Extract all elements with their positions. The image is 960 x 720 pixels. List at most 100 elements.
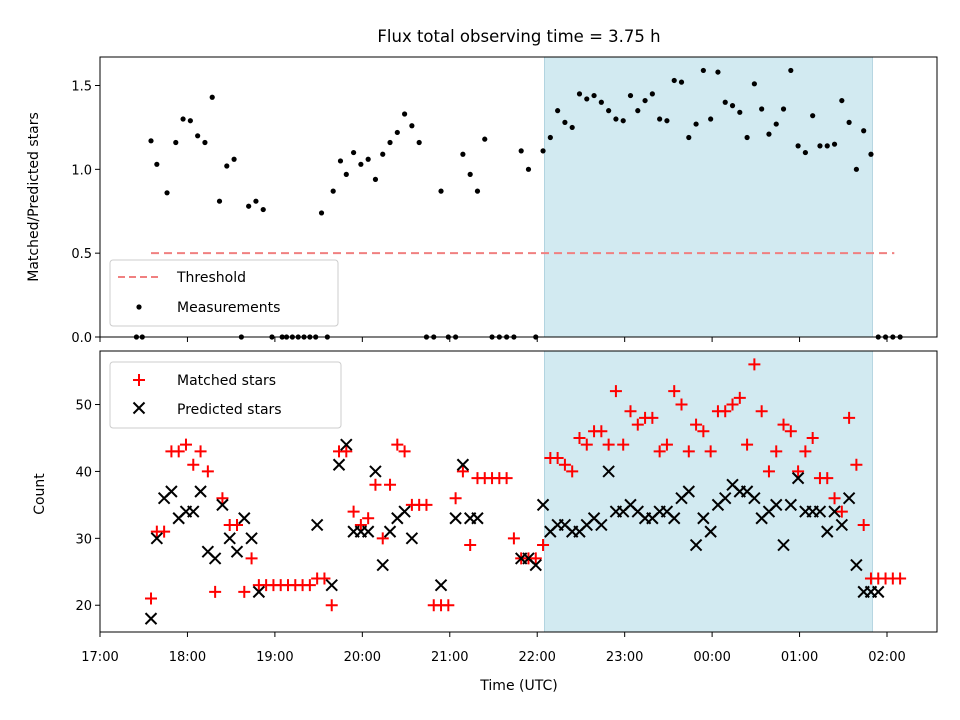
measurement-point [216,198,223,204]
x-tick-label: 02:00 [868,650,905,665]
matched-star-point [391,438,404,451]
matched-star-point [145,592,158,605]
top-y-tick-label: 0.0 [71,331,92,346]
matched-star-point [347,505,360,518]
matched-star-point [537,539,550,552]
measurement-point [831,141,838,147]
measurement-point [467,171,473,177]
top-axes-frame [99,56,938,338]
measurement-point [246,203,252,209]
matched-star-point [697,425,710,438]
measurement-point [401,111,408,117]
top-y-ticks: 0.0 0.5 1.0 1.5 [71,80,100,346]
matched-star-point [828,492,841,505]
matched-star-point [245,552,258,565]
measurement-point [839,97,845,104]
measurement-point [387,139,393,146]
matched-star-point [573,431,586,444]
bottom-y-tick-label: 40 [75,465,92,480]
matched-star-point [799,445,812,458]
measurement-point [744,134,750,141]
measurement-point [686,134,692,141]
matched-star-point [668,385,681,398]
top-y-axis-label: Matched/Predicted stars [26,112,42,282]
predicted-star-point [361,525,375,538]
measurement-point [766,131,772,137]
matched-star-point [741,438,754,451]
predicted-star-point [872,585,885,599]
matched-star-point [194,445,207,458]
measurement-point [584,96,590,102]
measurement-point [715,69,721,75]
measurement-point [788,67,794,74]
matched-star-point [362,512,375,525]
matched-star-point [398,445,411,458]
predicted-star-point [150,532,164,545]
matched-star-point [784,425,797,438]
matched-star-point [646,411,659,424]
measurement-point [649,91,655,97]
matched-star-point [835,505,848,518]
matched-star-point [566,465,579,478]
matched-star-point [456,465,469,478]
bottom-axes-frame [99,350,938,633]
matched-star-point [762,465,775,478]
matched-star-point [704,445,717,458]
x-tick-label: 21:00 [431,650,468,665]
top-legend-box [109,259,339,327]
measurement-point [868,151,874,157]
predicted-star-point [697,512,710,525]
predicted-star-point [828,505,841,518]
matched-star-point [340,445,353,458]
bottom-y-axis-label: Count [32,473,48,515]
predicted-star-point [719,491,732,505]
measurement-point [562,119,568,125]
measurements-legend-label: Measurements [177,300,280,316]
matched-star-point [158,525,171,538]
matched-star-point [682,445,695,458]
measurement-point [810,113,816,119]
measurement-point [576,91,583,97]
predicted-star-point [369,465,382,478]
predicted-star-point [777,538,790,552]
matched-star-point [303,579,316,592]
matched-star-point [354,518,367,531]
bottom-y-ticks: 20 30 40 50 [75,399,100,614]
matched-star-point [617,438,630,451]
x-tick-label: 20:00 [344,650,381,665]
measurement-point [330,188,336,194]
matched-star-point [179,438,192,451]
matched-star-point [172,445,185,458]
matched-star-point [806,431,819,444]
top-y-tick-label: 1.0 [71,163,92,178]
predicted-star-point [332,458,346,471]
matched-star-point [187,458,200,471]
matched-star-point [384,478,397,491]
measurement-point [380,151,386,157]
measurement-point [525,166,532,172]
top-y-tick-label: 0.5 [71,247,92,262]
measurement-point [598,99,604,105]
bottom-y-tick-label: 50 [75,399,92,414]
measurement-point [318,210,325,216]
measurement-point [846,119,852,125]
predicted-star-point [194,485,207,498]
matched-star-point [894,572,907,585]
measurement-point [613,116,619,122]
measurement-point [642,97,648,104]
measurement-point [824,143,830,149]
measurement-point [409,123,415,129]
measurement-point [350,149,357,156]
predicted-star-point [682,485,696,498]
predicted-star-point [704,525,717,538]
matched-star-point [733,391,746,404]
matched-star-point [792,465,805,478]
measurement-point [751,81,757,87]
predicted-star-point [376,558,389,572]
measurement-point [861,128,867,134]
predicted-star-point [529,558,542,572]
x-tick-label: 19:00 [256,650,293,665]
matched-star-point [201,465,214,478]
measurement-point [591,92,597,99]
x-tick-label: 01:00 [781,650,818,665]
